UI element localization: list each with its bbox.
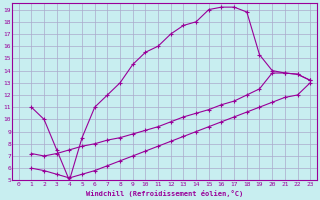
X-axis label: Windchill (Refroidissement éolien,°C): Windchill (Refroidissement éolien,°C) xyxy=(86,190,243,197)
